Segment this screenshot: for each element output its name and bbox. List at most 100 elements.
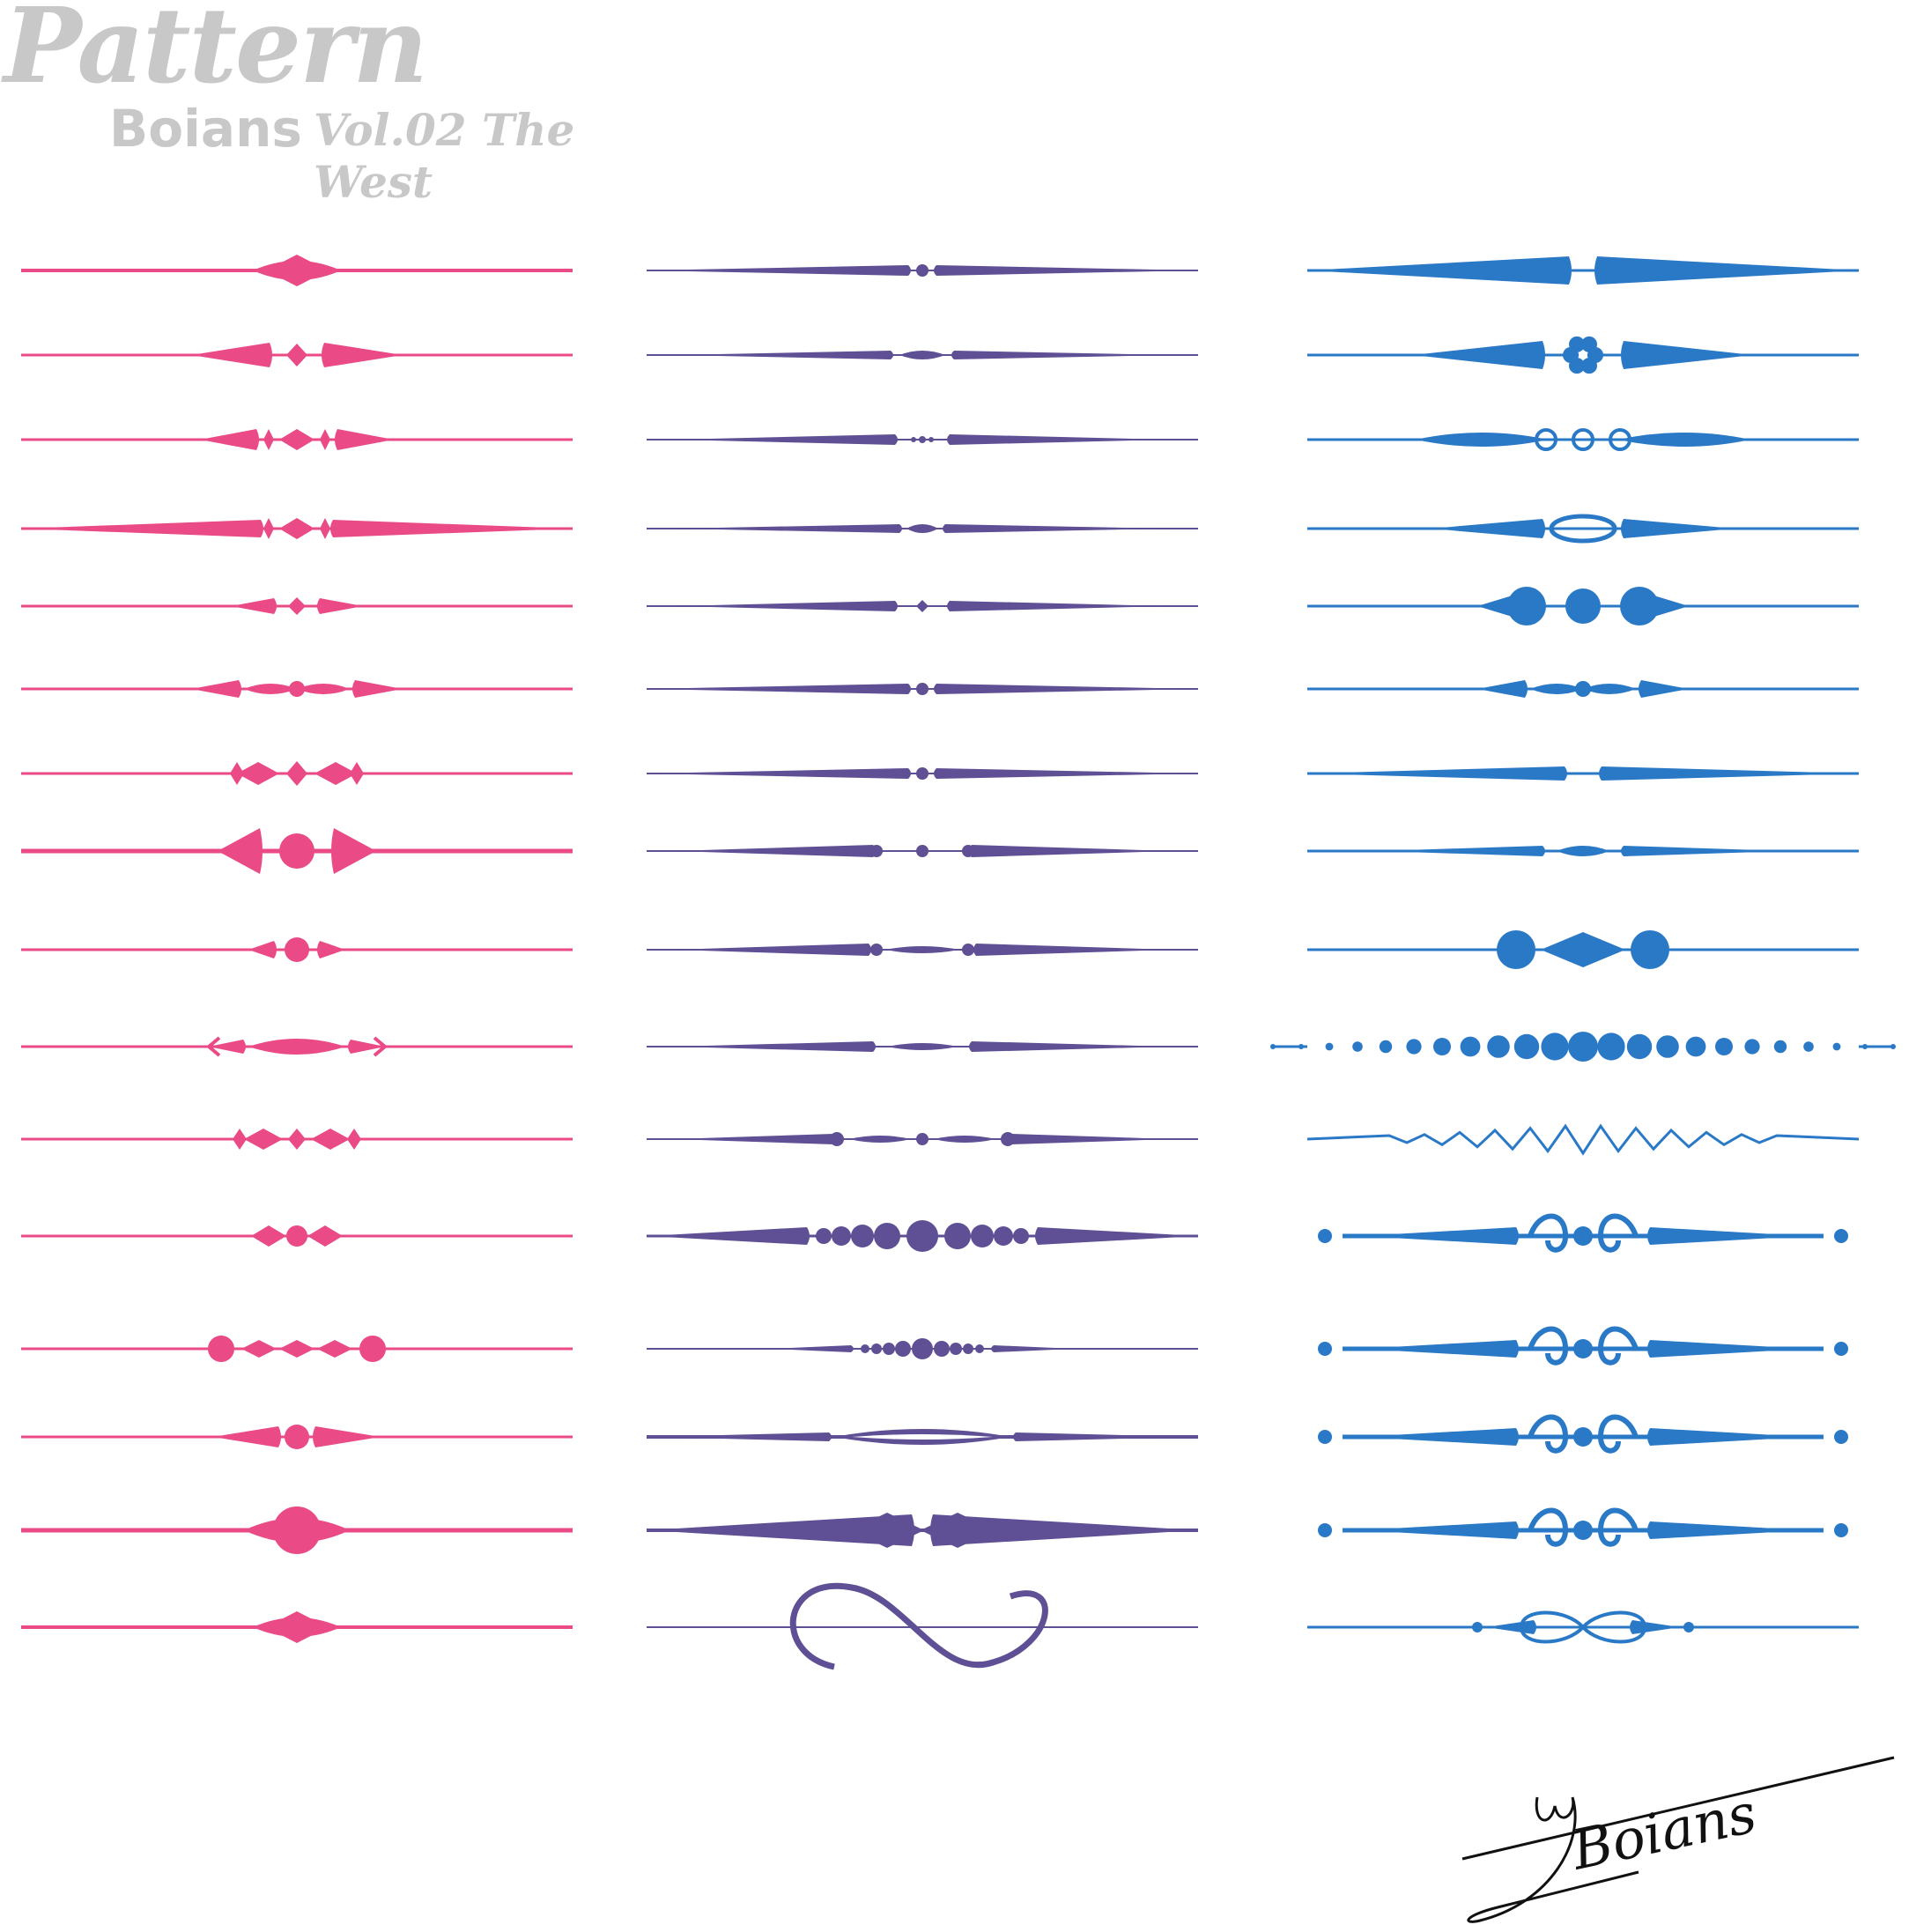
diamond-mark [241, 1340, 277, 1358]
taper-mark [218, 828, 263, 874]
taper-mark [647, 1514, 914, 1546]
ring-mark [1572, 428, 1594, 451]
dot-mark [816, 1228, 832, 1244]
taper-mark [673, 601, 898, 611]
divider-diamond-row [21, 761, 573, 786]
divider-taper-dot [647, 683, 1198, 695]
taper-mark [673, 1134, 836, 1144]
dot-mark [832, 1226, 851, 1246]
dot-mark [1472, 1622, 1483, 1632]
dot-mark [1541, 1033, 1569, 1061]
taper-mark [1630, 1620, 1680, 1634]
dot-mark [1834, 1523, 1848, 1537]
dot-mark [916, 1133, 929, 1145]
dot-mark [1581, 358, 1597, 374]
divider-taper-oval [647, 524, 1198, 533]
dot-mark [870, 845, 883, 857]
page-title: Pattern [4, 0, 428, 107]
dot-mark [1597, 1033, 1625, 1061]
divider-taper-dot [647, 767, 1198, 780]
dot-mark [1773, 1040, 1787, 1054]
taper-mark [1378, 846, 1545, 856]
taper-mark [934, 265, 1198, 276]
divider-loops-oval [1307, 514, 1859, 544]
dot-mark [1318, 1229, 1332, 1243]
diamond-mark [279, 518, 314, 539]
taper-mark [352, 680, 403, 698]
lens-mark [297, 684, 350, 694]
taper-mark [943, 524, 1172, 533]
dot-mark [944, 1223, 971, 1249]
dot-mark [1318, 1523, 1332, 1537]
dot-mark [962, 845, 974, 857]
dot-mark [871, 1344, 882, 1354]
lens-mark [887, 1043, 958, 1050]
divider-diamond-row-small [21, 1129, 573, 1150]
taper-mark [1360, 1340, 1519, 1358]
divider-diamond [21, 1611, 573, 1643]
divider-big-taper-diamond [647, 1513, 1198, 1548]
diamond-mark [288, 1129, 306, 1150]
diamond-mark [263, 429, 274, 450]
diamond-mark [1541, 932, 1625, 967]
diamond-mark [266, 1611, 328, 1643]
diamond-mark [311, 1129, 350, 1150]
scroll-mark [1528, 1213, 1639, 1253]
taper-mark [1599, 766, 1859, 781]
dot-mark [916, 767, 929, 780]
dot-mark [934, 1341, 950, 1357]
taper-mark [1639, 680, 1689, 698]
taper-mark [1486, 1620, 1536, 1634]
dot-mark [359, 1336, 386, 1362]
divider-bead-chain [647, 1220, 1198, 1252]
divider-wave-small [1307, 846, 1859, 856]
divider-teardrop-dot [21, 937, 573, 962]
dot-mark [962, 944, 974, 956]
dot-mark [1683, 1622, 1694, 1632]
taper-mark [673, 845, 876, 857]
dot-mark [975, 1344, 984, 1353]
oval-mark [1549, 514, 1617, 544]
blue-divider-column [1270, 256, 1896, 1644]
divider-flower [1307, 336, 1859, 374]
diamond-mark [244, 1129, 283, 1150]
dot-mark [994, 1226, 1013, 1246]
dot-mark [1406, 1039, 1422, 1055]
taper-mark [331, 828, 376, 874]
taper-mark [1431, 519, 1545, 538]
taper-mark [317, 941, 345, 959]
taper-mark [335, 429, 394, 450]
purple-divider-column [647, 264, 1198, 1670]
dot-mark [1579, 351, 1587, 359]
dot-mark [1620, 587, 1659, 625]
taper-mark [1647, 1227, 1806, 1245]
dot-mark [1569, 336, 1585, 352]
divider-taper-dot [647, 264, 1198, 277]
taper-mark [1360, 1521, 1519, 1539]
taper-mark [647, 1227, 810, 1245]
diamond-mark [317, 1340, 352, 1358]
taper-mark [1009, 1134, 1172, 1144]
ring-mark [1535, 428, 1557, 451]
diamond-mark [350, 762, 364, 785]
dot-mark [851, 1225, 874, 1247]
taper-mark [969, 845, 1172, 857]
diamond-mark [286, 761, 307, 786]
lens-mark [899, 351, 945, 359]
dot-mark [1744, 1039, 1760, 1055]
dot-mark [1433, 1038, 1451, 1055]
lens-mark [1583, 684, 1636, 694]
diamond-mark [314, 762, 357, 785]
diamond-mark [279, 429, 314, 450]
taper-mark [930, 1514, 1198, 1546]
dot-mark [1573, 1226, 1593, 1246]
signature: Boians [1461, 1756, 1895, 1923]
dot-mark [1890, 1044, 1896, 1049]
swash-mark [789, 1582, 1048, 1670]
dot-mark [1631, 930, 1669, 969]
diamond-mark [307, 1225, 343, 1247]
dot-mark [1565, 588, 1601, 624]
divider-small-diamond [21, 597, 573, 615]
divider-scroll-ornament [1318, 1213, 1848, 1253]
